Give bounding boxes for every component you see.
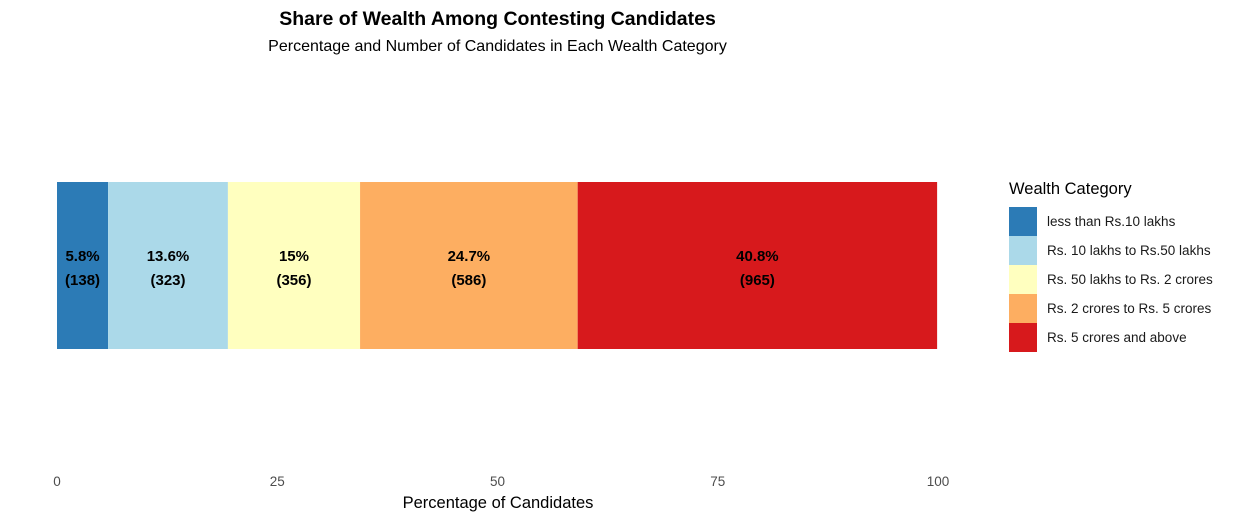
legend-item: Rs. 5 crores and above bbox=[1009, 323, 1244, 352]
x-axis-title: Percentage of Candidates bbox=[403, 494, 594, 512]
bar-percent-label: 5.8% bbox=[65, 248, 99, 265]
bar-segment bbox=[108, 182, 228, 349]
bar-segment bbox=[578, 182, 937, 349]
legend-swatch bbox=[1009, 265, 1037, 294]
bar-segment bbox=[228, 182, 360, 349]
legend-label: Rs. 50 lakhs to Rs. 2 crores bbox=[1047, 272, 1213, 287]
legend-label: Rs. 10 lakhs to Rs.50 lakhs bbox=[1047, 243, 1211, 258]
bar-percent-label: 24.7% bbox=[448, 248, 491, 265]
legend-swatch bbox=[1009, 323, 1037, 352]
x-tick-label: 50 bbox=[490, 474, 505, 489]
legend-swatch bbox=[1009, 294, 1037, 323]
stacked-bar-chart: 5.8% (138) 13.6% (323) 15% (356) 24.7% (586) 40.… bbox=[0, 0, 1000, 521]
legend-swatch bbox=[1009, 236, 1037, 265]
bar-percent-label: 40.8% bbox=[736, 248, 779, 265]
x-tick-label: 75 bbox=[710, 474, 725, 489]
x-tick-label: 0 bbox=[53, 474, 61, 489]
bar-percent-label: 13.6% bbox=[147, 248, 190, 265]
bar-count-label: (965) bbox=[740, 272, 775, 289]
legend-label: Rs. 5 crores and above bbox=[1047, 330, 1187, 345]
x-tick-label: 25 bbox=[270, 474, 285, 489]
bar-count-label: (356) bbox=[276, 272, 311, 289]
legend-swatch bbox=[1009, 207, 1037, 236]
legend-item: Rs. 2 crores to Rs. 5 crores bbox=[1009, 294, 1244, 323]
legend-item: less than Rs.10 lakhs bbox=[1009, 207, 1244, 236]
legend: Wealth Category less than Rs.10 lakhs Rs.… bbox=[1009, 180, 1244, 352]
x-axis-ticks: 0 25 50 75 100 bbox=[53, 474, 949, 489]
legend-label: Rs. 2 crores to Rs. 5 crores bbox=[1047, 301, 1211, 316]
bar-count-label: (323) bbox=[150, 272, 185, 289]
legend-item: Rs. 50 lakhs to Rs. 2 crores bbox=[1009, 265, 1244, 294]
x-tick-label: 100 bbox=[927, 474, 950, 489]
legend-item: Rs. 10 lakhs to Rs.50 lakhs bbox=[1009, 236, 1244, 265]
bar-segments bbox=[57, 182, 937, 349]
legend-items: less than Rs.10 lakhs Rs. 10 lakhs to Rs.… bbox=[1009, 207, 1244, 352]
bar-percent-label: 15% bbox=[279, 248, 309, 265]
bar-segment bbox=[360, 182, 578, 349]
bar-count-label: (586) bbox=[451, 272, 486, 289]
bar-segment bbox=[57, 182, 108, 349]
legend-label: less than Rs.10 lakhs bbox=[1047, 214, 1175, 229]
bar-count-label: (138) bbox=[65, 272, 100, 289]
legend-title: Wealth Category bbox=[1009, 180, 1244, 199]
